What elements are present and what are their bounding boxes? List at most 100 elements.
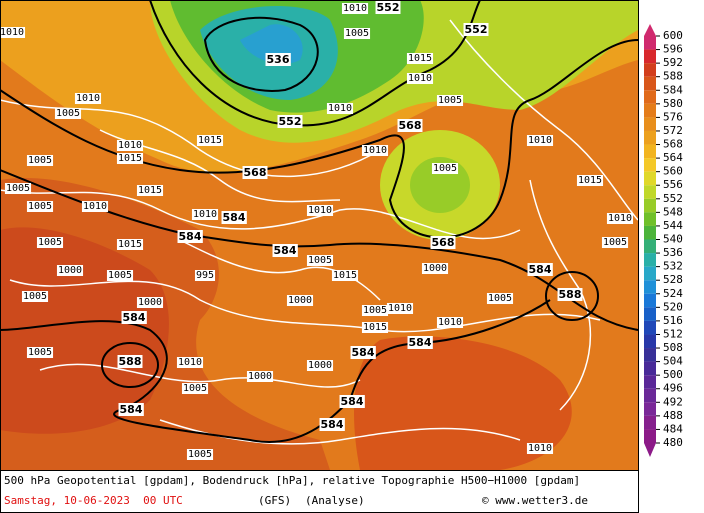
label-box xyxy=(407,336,433,349)
label-box xyxy=(196,135,224,146)
colorbar-label: 516 xyxy=(663,314,683,327)
isobar-label: 1005 xyxy=(363,305,387,316)
label-box xyxy=(557,288,583,301)
label-box xyxy=(606,213,634,224)
label-box xyxy=(486,293,514,304)
label-box xyxy=(430,236,456,249)
label-box xyxy=(36,237,64,248)
label-box xyxy=(26,201,54,212)
color-segment xyxy=(644,63,656,77)
label-box xyxy=(176,357,204,368)
isobar-label: 1010 xyxy=(0,27,24,38)
label-box xyxy=(319,418,345,431)
color-segment xyxy=(644,76,656,91)
colorbar-label: 508 xyxy=(663,341,683,354)
label-box xyxy=(26,347,54,358)
isobar-label: 1005 xyxy=(28,155,52,166)
label-box xyxy=(116,140,144,151)
color-segment xyxy=(644,388,656,403)
label-box xyxy=(136,185,164,196)
isobar-label: 1000 xyxy=(248,371,272,382)
colorbar-label: 484 xyxy=(663,422,683,435)
color-segment xyxy=(644,402,656,416)
label-box xyxy=(576,175,604,186)
isobar-label: 1010 xyxy=(178,357,202,368)
geopotential-label: 568 xyxy=(432,236,455,249)
isobar-label: 1000 xyxy=(423,263,447,274)
label-box xyxy=(361,322,389,333)
isobar-label: 1015 xyxy=(408,53,432,64)
colorbar-label: 520 xyxy=(663,300,683,313)
color-segment xyxy=(644,158,656,172)
geopotential-label: 584 xyxy=(409,336,432,349)
label-box xyxy=(436,95,464,106)
label-box xyxy=(527,263,553,276)
label-box xyxy=(526,135,554,146)
isobar-label: 1005 xyxy=(6,183,30,194)
color-segment xyxy=(644,375,656,389)
isobar-label: 995 xyxy=(196,270,214,281)
label-box xyxy=(118,403,144,416)
color-segment xyxy=(644,117,656,131)
colorbar-label: 588 xyxy=(663,70,683,83)
label-box xyxy=(186,449,214,460)
colorbar-label: 600 xyxy=(663,29,683,42)
label-box xyxy=(375,1,401,14)
colorbar-label: 488 xyxy=(663,409,683,422)
warm-region xyxy=(354,336,572,470)
isobar-label: 1000 xyxy=(58,265,82,276)
colorbar-label: 592 xyxy=(663,56,683,69)
geopotential-label: 584 xyxy=(352,346,375,359)
colorbar-label: 560 xyxy=(663,165,683,178)
isobar-label: 1005 xyxy=(308,255,332,266)
isobar-label: 1010 xyxy=(408,73,432,84)
isobar-label: 1000 xyxy=(138,297,162,308)
geopotential-label: 552 xyxy=(377,1,400,14)
footer-run: (Analyse) xyxy=(305,494,365,507)
geopotential-label: 584 xyxy=(529,263,552,276)
colorbar-label: 548 xyxy=(663,205,683,218)
colorbar-label: 532 xyxy=(663,260,683,273)
isobar-label: 1005 xyxy=(108,270,132,281)
isobar-label: 1010 xyxy=(83,201,107,212)
color-segment xyxy=(644,103,656,118)
isobar-label: 1010 xyxy=(76,93,100,104)
colorbar-label: 496 xyxy=(663,382,683,395)
isobar-label: 1015 xyxy=(578,175,602,186)
color-segment xyxy=(644,212,656,226)
label-box xyxy=(194,270,216,281)
label-box xyxy=(386,303,414,314)
color-segment xyxy=(644,185,656,199)
geopotential-label: 584 xyxy=(120,403,143,416)
color-segment xyxy=(644,90,656,104)
label-box xyxy=(277,115,303,128)
isobar-label: 1010 xyxy=(528,443,552,454)
label-box xyxy=(242,166,268,179)
colorbar-label: 536 xyxy=(663,246,683,259)
label-box xyxy=(116,153,144,164)
footer-date: Samstag, 10-06-2023 00 UTC xyxy=(4,494,183,507)
color-segment xyxy=(644,239,656,254)
label-box xyxy=(431,163,459,174)
isobar-label: 1005 xyxy=(438,95,462,106)
geopotential-label: 588 xyxy=(119,355,142,368)
label-box xyxy=(221,211,247,224)
isobar-label: 1010 xyxy=(308,205,332,216)
isobar-label: 1015 xyxy=(138,185,162,196)
label-box xyxy=(136,297,164,308)
isobar-label: 1010 xyxy=(528,135,552,146)
label-box xyxy=(306,255,334,266)
colorbar-label: 564 xyxy=(663,151,683,164)
geopotential-label: 584 xyxy=(321,418,344,431)
label-box xyxy=(121,311,147,324)
label-box xyxy=(191,209,219,220)
label-box xyxy=(361,145,389,156)
colorbar-top-arrow xyxy=(644,24,656,36)
isobar-label: 1000 xyxy=(288,295,312,306)
colorbar-label: 504 xyxy=(663,355,683,368)
color-segment xyxy=(644,334,656,349)
color-segment xyxy=(644,144,656,159)
map: 536 552 552 552 568 568 568 584 584 584 584 588 588 5… xyxy=(0,0,639,470)
colorbar-label: 556 xyxy=(663,178,683,191)
